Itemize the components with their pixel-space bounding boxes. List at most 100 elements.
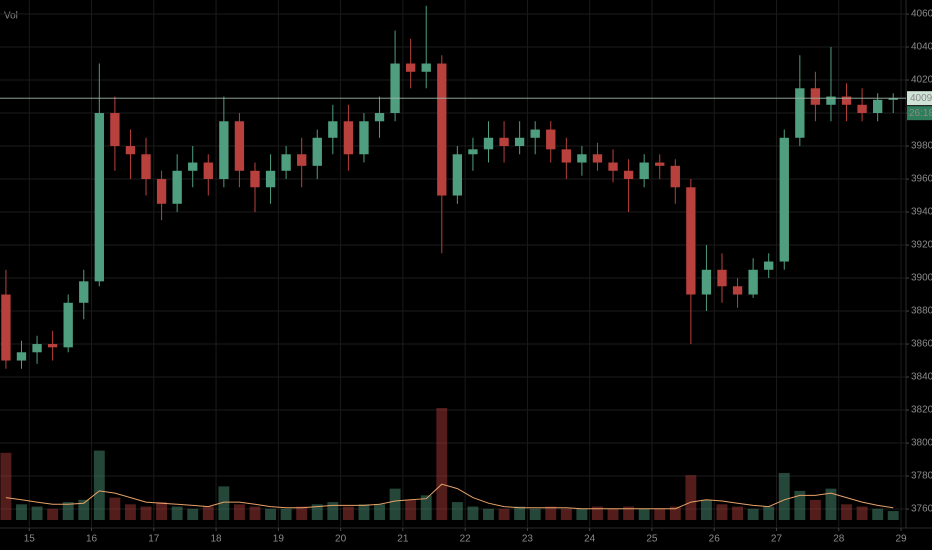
candle-body	[343, 121, 354, 155]
candle-body	[452, 154, 463, 196]
volume-bar	[31, 506, 43, 520]
y-tick-label: 3860	[911, 339, 932, 350]
candle-body	[312, 137, 322, 166]
volume-ma-line	[5, 483, 894, 510]
x-tick-label: 20	[335, 534, 347, 545]
candle-body	[670, 165, 680, 188]
volume-bar	[342, 506, 354, 520]
volume-bar	[825, 488, 837, 520]
candle-body	[63, 302, 73, 348]
x-tick-label: 16	[86, 534, 98, 545]
volume-bar	[296, 506, 308, 520]
volume-bar	[514, 506, 526, 520]
volume-bar	[778, 472, 790, 520]
candle-body	[826, 96, 836, 105]
candle-body	[468, 149, 478, 155]
candle-body	[250, 170, 260, 188]
candle-body	[561, 149, 571, 163]
x-tick-label: 23	[522, 534, 534, 545]
candle-body	[265, 170, 276, 188]
countdown-box	[907, 106, 932, 121]
volume-bar	[576, 508, 588, 520]
volume-bar	[872, 508, 884, 520]
candle-body	[219, 121, 229, 180]
candle-body	[437, 63, 447, 196]
candle-body	[530, 129, 540, 138]
volume-bar	[763, 506, 775, 520]
volume-bar	[389, 488, 401, 520]
volume-bar	[732, 506, 744, 520]
candle-body	[546, 129, 556, 150]
candle-body	[141, 154, 151, 180]
volume-bar	[249, 506, 261, 520]
candle-body	[16, 352, 27, 361]
candle-body	[390, 63, 400, 114]
candle-body	[592, 154, 603, 163]
x-tick-label: 19	[273, 534, 285, 545]
candle-body	[1, 294, 11, 361]
candle-body	[795, 88, 805, 138]
volume-bar	[420, 495, 432, 520]
y-tick-label: 3920	[911, 240, 932, 251]
y-tick-label: 3780	[911, 471, 932, 482]
candle-body	[297, 154, 307, 166]
candle-body	[717, 269, 727, 287]
y-tick-label: 3900	[911, 273, 932, 284]
last-price-label: 4009	[910, 93, 932, 104]
volume-bar	[669, 506, 681, 520]
volume-bar	[0, 452, 12, 520]
x-tick-label: 26	[709, 534, 721, 545]
candle-body	[779, 137, 789, 262]
x-tick-label: 17	[148, 534, 160, 545]
volume-bar	[280, 508, 292, 520]
volume-bar	[62, 502, 74, 520]
candle-body	[234, 121, 245, 171]
price-axis	[906, 0, 932, 528]
volume-bar	[623, 506, 635, 520]
x-tick-label: 28	[833, 534, 845, 545]
volume-bar	[202, 506, 214, 520]
candle-body	[623, 170, 634, 180]
candle-body	[374, 113, 385, 122]
volume-bar	[140, 506, 152, 520]
y-tick-label: 4040	[911, 42, 932, 53]
volume-bar	[218, 486, 230, 520]
candle-body	[872, 99, 883, 114]
candle-body	[359, 121, 369, 155]
candle-body	[94, 113, 104, 282]
x-tick-label: 21	[397, 534, 409, 545]
candle-body	[514, 137, 525, 147]
volume-bar	[887, 511, 899, 520]
volume-label: Vol	[4, 11, 18, 22]
y-tick-label: 3880	[911, 306, 932, 317]
candle-body	[421, 63, 431, 72]
y-tick-label: 3940	[911, 207, 932, 218]
volume-bar	[560, 508, 572, 520]
volume-bar	[405, 499, 417, 520]
volume-bar	[592, 506, 603, 520]
volume-bar	[109, 497, 121, 520]
volume-bar	[856, 506, 868, 520]
volume-bar	[700, 499, 712, 520]
candle-body	[188, 162, 198, 171]
volume-bar	[716, 504, 728, 520]
volume-bar	[809, 499, 821, 520]
volume-bar	[327, 502, 339, 520]
candle-body	[857, 104, 867, 114]
volume-bar	[156, 502, 168, 520]
volume-bar	[607, 508, 619, 520]
candle-body	[810, 88, 821, 105]
candle-body	[888, 98, 898, 100]
candle-body	[156, 179, 167, 204]
volume-bar	[498, 508, 510, 520]
candle-body	[577, 154, 587, 163]
volume-bar	[265, 508, 277, 520]
x-tick-label: 25	[646, 534, 658, 545]
candle-body	[701, 269, 712, 295]
x-tick-label: 15	[24, 534, 36, 545]
volume-bar	[93, 450, 105, 520]
volume-bar	[125, 504, 136, 520]
volume-bar	[47, 508, 59, 520]
